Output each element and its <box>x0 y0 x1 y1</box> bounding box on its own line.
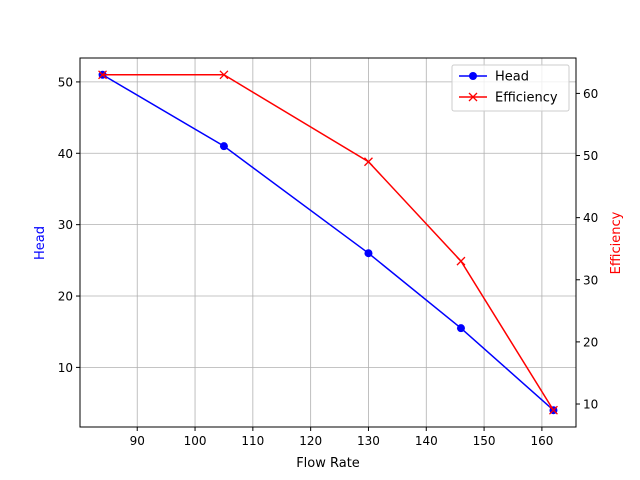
y-right-tick-label: 50 <box>583 149 598 163</box>
y-right-tick-label: 20 <box>583 335 598 349</box>
x-tick-label: 130 <box>357 434 380 448</box>
efficiency-point <box>548 405 558 415</box>
series-layer <box>98 70 558 415</box>
x-tick-label: 110 <box>241 434 264 448</box>
x-tick-label: 100 <box>184 434 207 448</box>
x-tick-label: 140 <box>415 434 438 448</box>
efficiency-point <box>98 70 108 80</box>
x-tick-label: 120 <box>299 434 322 448</box>
y-left-tick-label: 10 <box>58 361 73 375</box>
x-axis-label: Flow Rate <box>296 456 360 471</box>
y-left-tick-label: 30 <box>58 218 73 232</box>
head-point <box>456 324 465 333</box>
y-left-tick-label: 50 <box>58 75 73 89</box>
y-right-tick-label: 10 <box>583 398 598 412</box>
y-left-tick-label: 20 <box>58 290 73 304</box>
y-right-tick-label: 30 <box>583 273 598 287</box>
legend: Head Efficiency <box>451 64 570 112</box>
y-axis-label-left: Head <box>33 226 48 260</box>
ticks: 90 100 110 120 130 140 150 160 10 20 30 40 50 10 20 30 4… <box>58 75 599 448</box>
head-line <box>102 74 554 411</box>
x-tick-label: 150 <box>473 434 496 448</box>
head-point <box>219 142 228 151</box>
legend-head-label: Head <box>495 70 529 85</box>
y-right-tick-label: 40 <box>583 211 598 225</box>
legend-efficiency-marker <box>468 92 478 102</box>
efficiency-point <box>456 256 466 266</box>
efficiency-point <box>219 70 229 80</box>
plot-frame <box>79 57 577 428</box>
y-axis-label-right: Efficiency <box>609 211 624 274</box>
legend-head-marker <box>469 72 477 80</box>
efficiency-line <box>102 74 555 411</box>
legend-efficiency-label: Efficiency <box>495 91 558 106</box>
x-tick-label: 90 <box>130 434 145 448</box>
y-left-tick-label: 40 <box>58 147 73 161</box>
efficiency-point <box>364 157 373 167</box>
head-point <box>364 249 373 258</box>
x-tick-label: 160 <box>530 434 553 448</box>
grid <box>80 58 576 427</box>
y-right-tick-label: 60 <box>583 87 598 101</box>
